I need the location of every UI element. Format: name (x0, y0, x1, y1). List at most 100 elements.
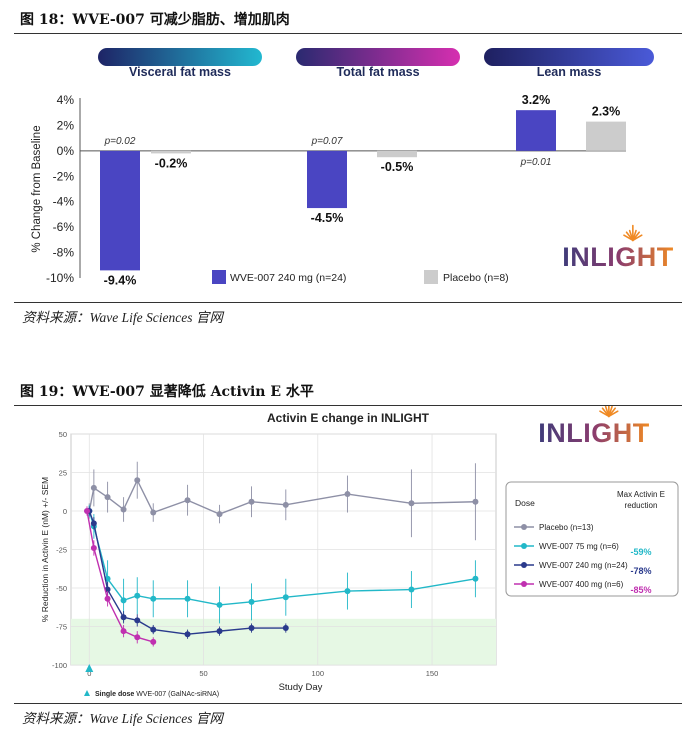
legend-label: WVE-007 400 mg (n=6) (539, 580, 624, 589)
footnote-text: WVE-007 (GalNAc-siRNA) (136, 691, 219, 698)
series-3 (86, 506, 289, 639)
data-point (150, 638, 157, 645)
data-point (216, 628, 223, 635)
data-point (120, 597, 127, 604)
data-point (184, 595, 191, 602)
legend: Dose Max Activin E reduction Placebo (n=13)… (505, 481, 679, 597)
y-tick-label: -6% (53, 220, 75, 234)
legend-swatch-wve007 (212, 270, 226, 284)
y-tick-label: -4% (53, 195, 75, 209)
figure18-source: 资料来源：Wave Life Sciences 官网 (22, 310, 223, 325)
y-tick-label: 0 (63, 507, 67, 516)
legend-marker (521, 581, 527, 587)
data-point (472, 498, 479, 505)
chart-title: Activin E change in INLIGHT (267, 411, 430, 425)
category-label: Visceral fat mass (129, 65, 231, 79)
category-header-pill (296, 48, 460, 66)
legend-label: WVE-007 75 mg (n=6) (539, 542, 619, 551)
data-point (90, 484, 97, 491)
category-label: Lean mass (537, 65, 602, 79)
y-tick-label: 0% (57, 144, 75, 158)
y-tick-label: -75 (56, 623, 67, 632)
data-point (120, 506, 127, 513)
max-reduction-value: -85% (630, 585, 651, 595)
x-tick-label: 50 (199, 669, 207, 678)
data-point (216, 601, 223, 608)
y-tick-label: -100 (52, 661, 67, 670)
data-point (248, 498, 255, 505)
y-tick-label: -8% (53, 246, 75, 260)
y-axis-title: % Change from Baseline (31, 125, 43, 252)
inlight-logo: INLIGHT (538, 406, 650, 448)
bar-wve007 (516, 110, 556, 151)
data-point (83, 508, 90, 514)
y-axis-title: % Reduction in Activin E (nM) +/- SEM (40, 477, 50, 622)
p-value-label: p=0.07 (311, 136, 343, 147)
legend-label: WVE-007 240 mg (n=24) (539, 561, 628, 570)
bar-value-label: -0.5% (381, 160, 414, 174)
bar-value-label: -4.5% (311, 211, 344, 225)
legend-marker (521, 543, 527, 549)
data-point (248, 598, 255, 605)
legend-label-wve007: WVE-007 240 mg (n=24) (230, 272, 346, 284)
data-point (134, 617, 141, 624)
data-point (104, 595, 111, 602)
y-tick-label: -25 (56, 546, 67, 555)
data-point (134, 592, 141, 599)
data-point (282, 594, 289, 601)
bar-value-label: 2.3% (592, 105, 621, 119)
legend-swatch-placebo (424, 270, 438, 284)
x-axis-title: Study Day (279, 682, 323, 693)
data-point (134, 634, 141, 641)
y-tick-label: 50 (59, 430, 67, 439)
bar-value-label: 3.2% (522, 93, 551, 107)
footnote-bold: Single dose (95, 691, 136, 698)
bar-placebo (586, 121, 626, 151)
x-tick-label: 0 (87, 669, 91, 678)
logo-text: INLIGHT (538, 418, 650, 448)
data-point (408, 500, 415, 507)
p-value-label: p=0.02 (104, 136, 136, 147)
legend-box (505, 481, 679, 597)
y-tick-label: -2% (53, 169, 75, 183)
bar-wve007 (307, 150, 347, 209)
data-point (184, 631, 191, 638)
logo-ray-icon (632, 234, 643, 242)
legend-label: Placebo (n=13) (539, 523, 594, 532)
data-point (134, 477, 141, 484)
logo-text: INLIGHT (562, 242, 674, 272)
data-point (282, 501, 289, 508)
y-tick-label: 4% (57, 93, 75, 107)
series-line (88, 510, 286, 635)
figure19-title: 图 19：WVE-007 显著降低 Activin E 水平 (20, 384, 314, 400)
dose-marker-icon (85, 664, 94, 672)
data-point (216, 511, 223, 518)
legend-title: Dose (515, 498, 535, 508)
x-tick-label: 100 (312, 669, 325, 678)
max-reduction-value: -59% (630, 547, 651, 557)
data-point (184, 497, 191, 504)
data-point (104, 494, 111, 501)
y-tick-label: 2% (57, 118, 75, 132)
data-point (408, 586, 415, 593)
legend-marker (521, 524, 527, 530)
category-label: Total fat mass (336, 65, 419, 79)
legend-marker (521, 562, 527, 568)
inlight-logo: INLIGHT (562, 224, 674, 272)
bar-placebo (151, 150, 191, 154)
data-point (90, 544, 97, 551)
max-reduction-value: -78% (630, 566, 651, 576)
figure18-title: 图 18：WVE-007 可减少脂肪、增加肌肉 (20, 12, 290, 28)
bar-value-label: -9.4% (104, 273, 137, 287)
figure18-top-rule (14, 33, 682, 34)
footnote-marker-icon (84, 690, 90, 696)
data-point (90, 520, 97, 527)
category-header-pill (484, 48, 654, 66)
data-point (282, 625, 289, 632)
footnote: Single dose WVE-007 (GalNAc-siRNA) (95, 691, 219, 698)
p-value-label: p=0.01 (520, 157, 552, 168)
series-4 (83, 506, 157, 647)
data-point (120, 628, 127, 635)
data-point (120, 614, 127, 621)
legend-header: Max Activin E (617, 490, 665, 499)
